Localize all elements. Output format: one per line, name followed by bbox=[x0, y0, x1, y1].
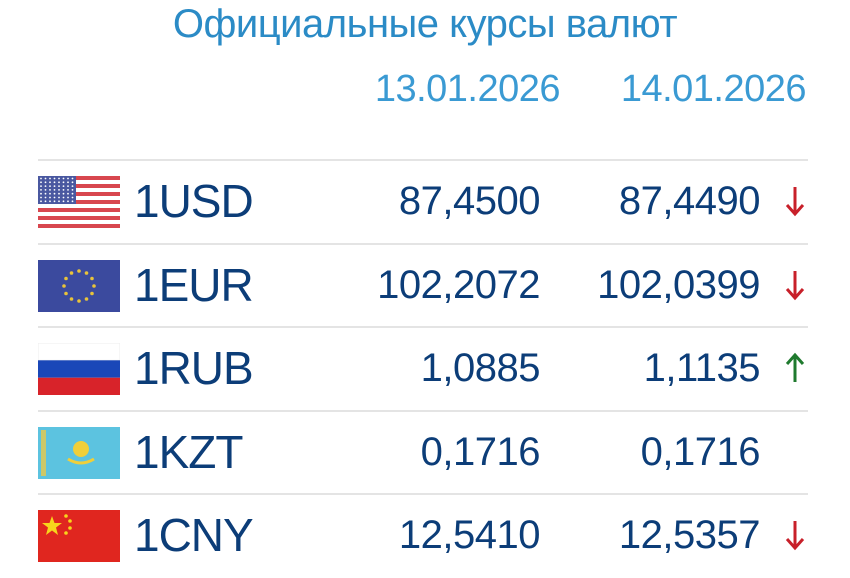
arrow-down-icon bbox=[785, 270, 805, 300]
currency-code: 1RUB bbox=[134, 342, 254, 394]
date-current: 14.01.2026 bbox=[620, 68, 807, 110]
rate-current: 0,1716 bbox=[640, 429, 761, 474]
table-row: 1RUB 1,0885 1,1135 bbox=[38, 326, 808, 411]
arrow-down-icon bbox=[785, 187, 805, 217]
arrow-up-icon bbox=[785, 352, 805, 382]
page-title: Официальные курсы валют bbox=[172, 2, 678, 46]
currency-code: 1KZT bbox=[134, 425, 243, 478]
eu-flag-icon bbox=[38, 259, 120, 312]
table-row: 1EUR 102,2072 102,0399 bbox=[38, 242, 808, 328]
ru-flag-icon bbox=[38, 343, 120, 395]
cn-flag-icon bbox=[38, 510, 120, 562]
table-row: 1CNY 12,5410 12,5357 bbox=[38, 493, 808, 578]
rate-previous: 102,2072 bbox=[377, 262, 540, 307]
rate-current: 87,4490 bbox=[618, 179, 761, 223]
rate-previous: 1,0885 bbox=[420, 346, 541, 390]
us-flag-icon bbox=[38, 176, 120, 228]
rate-previous: 87,4500 bbox=[398, 179, 541, 223]
currency-code: 1CNY bbox=[134, 509, 254, 561]
date-previous: 13.01.2026 bbox=[374, 68, 561, 110]
rate-current: 102,0399 bbox=[597, 262, 760, 307]
currency-code: 1USD bbox=[134, 175, 254, 227]
currency-code: 1EUR bbox=[134, 258, 254, 311]
table-row: 1USD 87,4500 87,4490 bbox=[38, 159, 808, 244]
rate-current: 12,5357 bbox=[618, 513, 761, 557]
kz-flag-icon bbox=[38, 426, 120, 479]
table-row: 1KZT 0,1716 0,1716 bbox=[38, 409, 808, 495]
rate-previous: 12,5410 bbox=[398, 513, 541, 557]
rate-previous: 0,1716 bbox=[420, 429, 541, 474]
arrow-down-icon bbox=[785, 521, 805, 551]
rate-current: 1,1135 bbox=[643, 346, 761, 390]
